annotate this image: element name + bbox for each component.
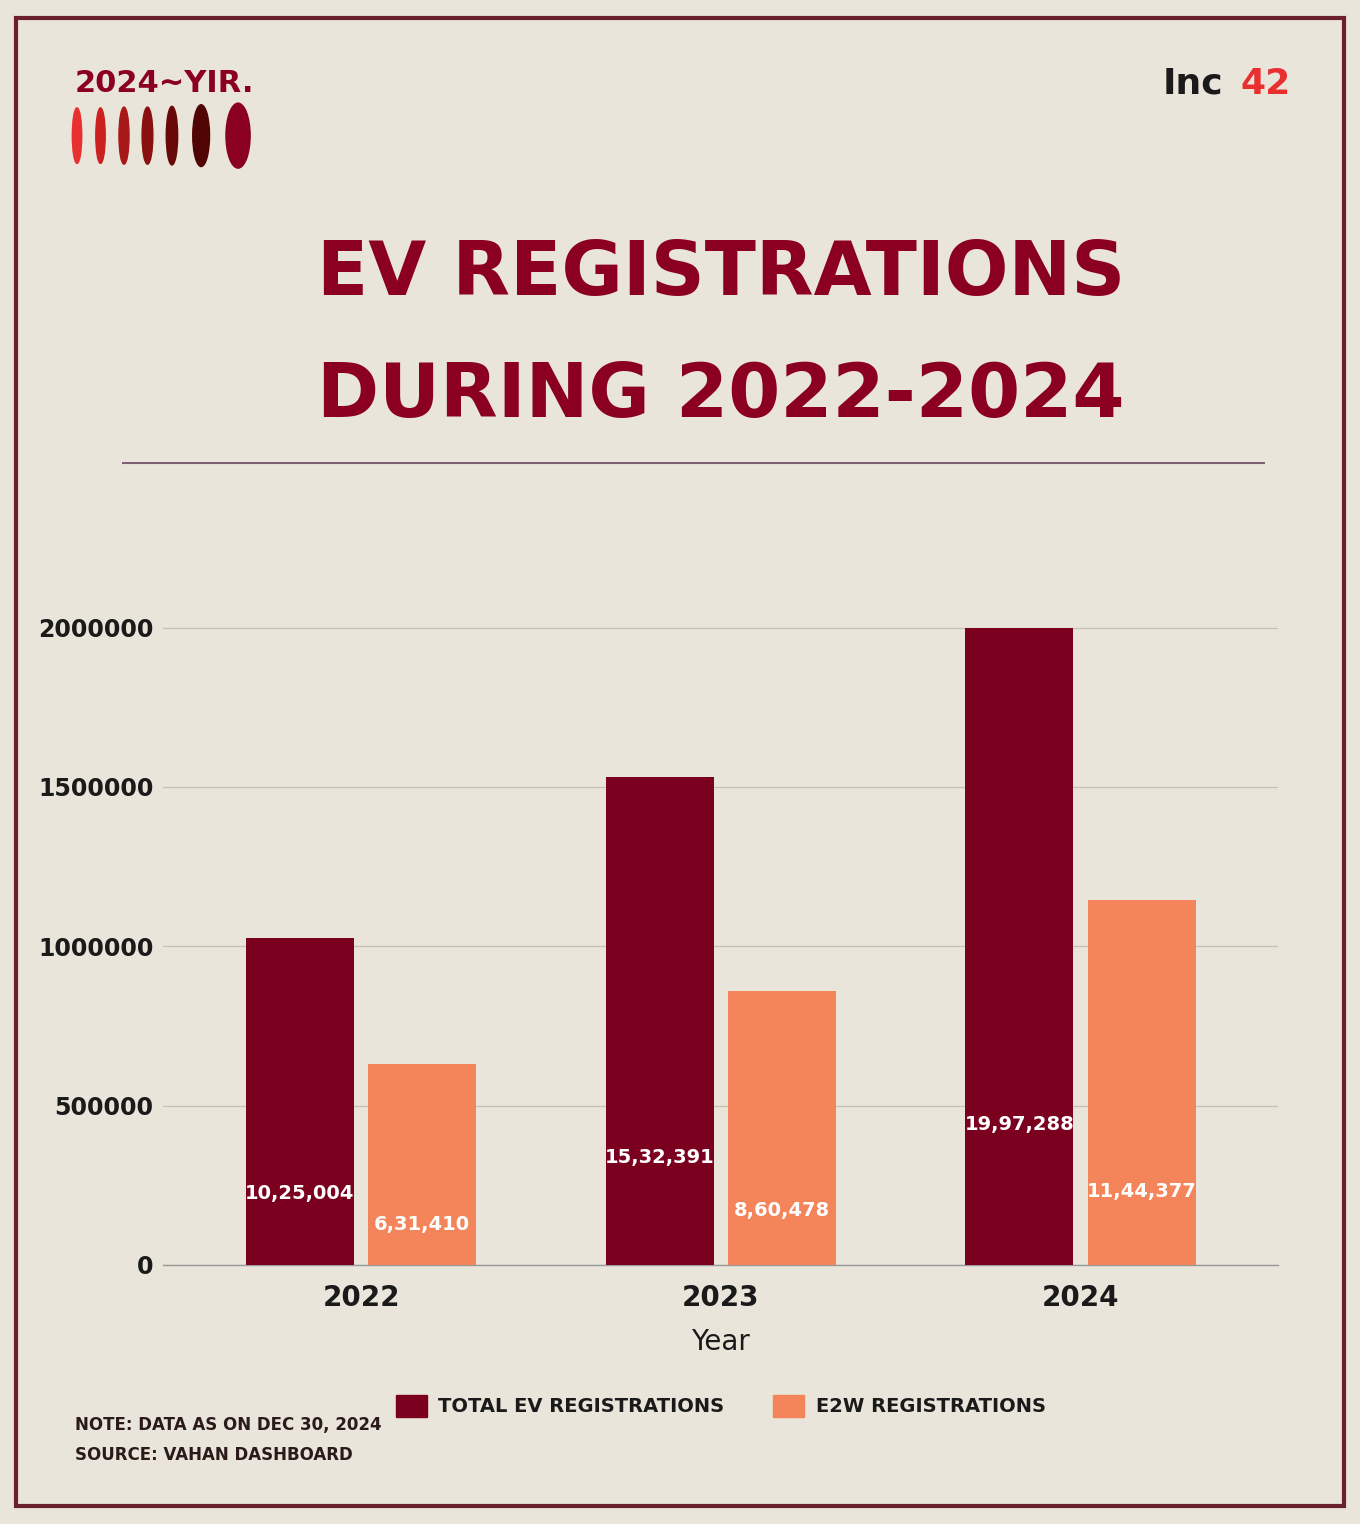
Text: 19,97,288: 19,97,288 xyxy=(964,1116,1074,1134)
Ellipse shape xyxy=(72,108,82,163)
Legend: TOTAL EV REGISTRATIONS, E2W REGISTRATIONS: TOTAL EV REGISTRATIONS, E2W REGISTRATION… xyxy=(388,1387,1054,1425)
Text: 15,32,391: 15,32,391 xyxy=(605,1148,714,1167)
Text: 10,25,004: 10,25,004 xyxy=(245,1184,355,1202)
Bar xyxy=(1088,901,1195,1265)
Text: NOTE: DATA AS ON DEC 30, 2024: NOTE: DATA AS ON DEC 30, 2024 xyxy=(75,1416,381,1434)
Text: 2024~YIR.: 2024~YIR. xyxy=(75,69,254,99)
Text: 8,60,478: 8,60,478 xyxy=(734,1201,830,1219)
Ellipse shape xyxy=(141,107,152,165)
Text: DURING 2022-2024: DURING 2022-2024 xyxy=(317,360,1125,433)
Bar xyxy=(966,628,1073,1265)
Text: 11,44,377: 11,44,377 xyxy=(1087,1183,1197,1201)
Ellipse shape xyxy=(95,108,105,163)
Text: EV REGISTRATIONS: EV REGISTRATIONS xyxy=(317,238,1125,311)
X-axis label: Year: Year xyxy=(691,1329,751,1356)
Bar xyxy=(246,939,354,1265)
Ellipse shape xyxy=(118,107,129,165)
Bar xyxy=(728,991,836,1265)
Bar xyxy=(369,1064,476,1265)
Text: SOURCE: VAHAN DASHBOARD: SOURCE: VAHAN DASHBOARD xyxy=(75,1446,352,1465)
Text: 6,31,410: 6,31,410 xyxy=(374,1215,471,1234)
Ellipse shape xyxy=(226,104,250,168)
Ellipse shape xyxy=(166,107,178,165)
Text: 42: 42 xyxy=(1240,67,1291,101)
Ellipse shape xyxy=(193,105,209,166)
Bar xyxy=(605,777,714,1265)
Text: Inc: Inc xyxy=(1163,67,1224,101)
